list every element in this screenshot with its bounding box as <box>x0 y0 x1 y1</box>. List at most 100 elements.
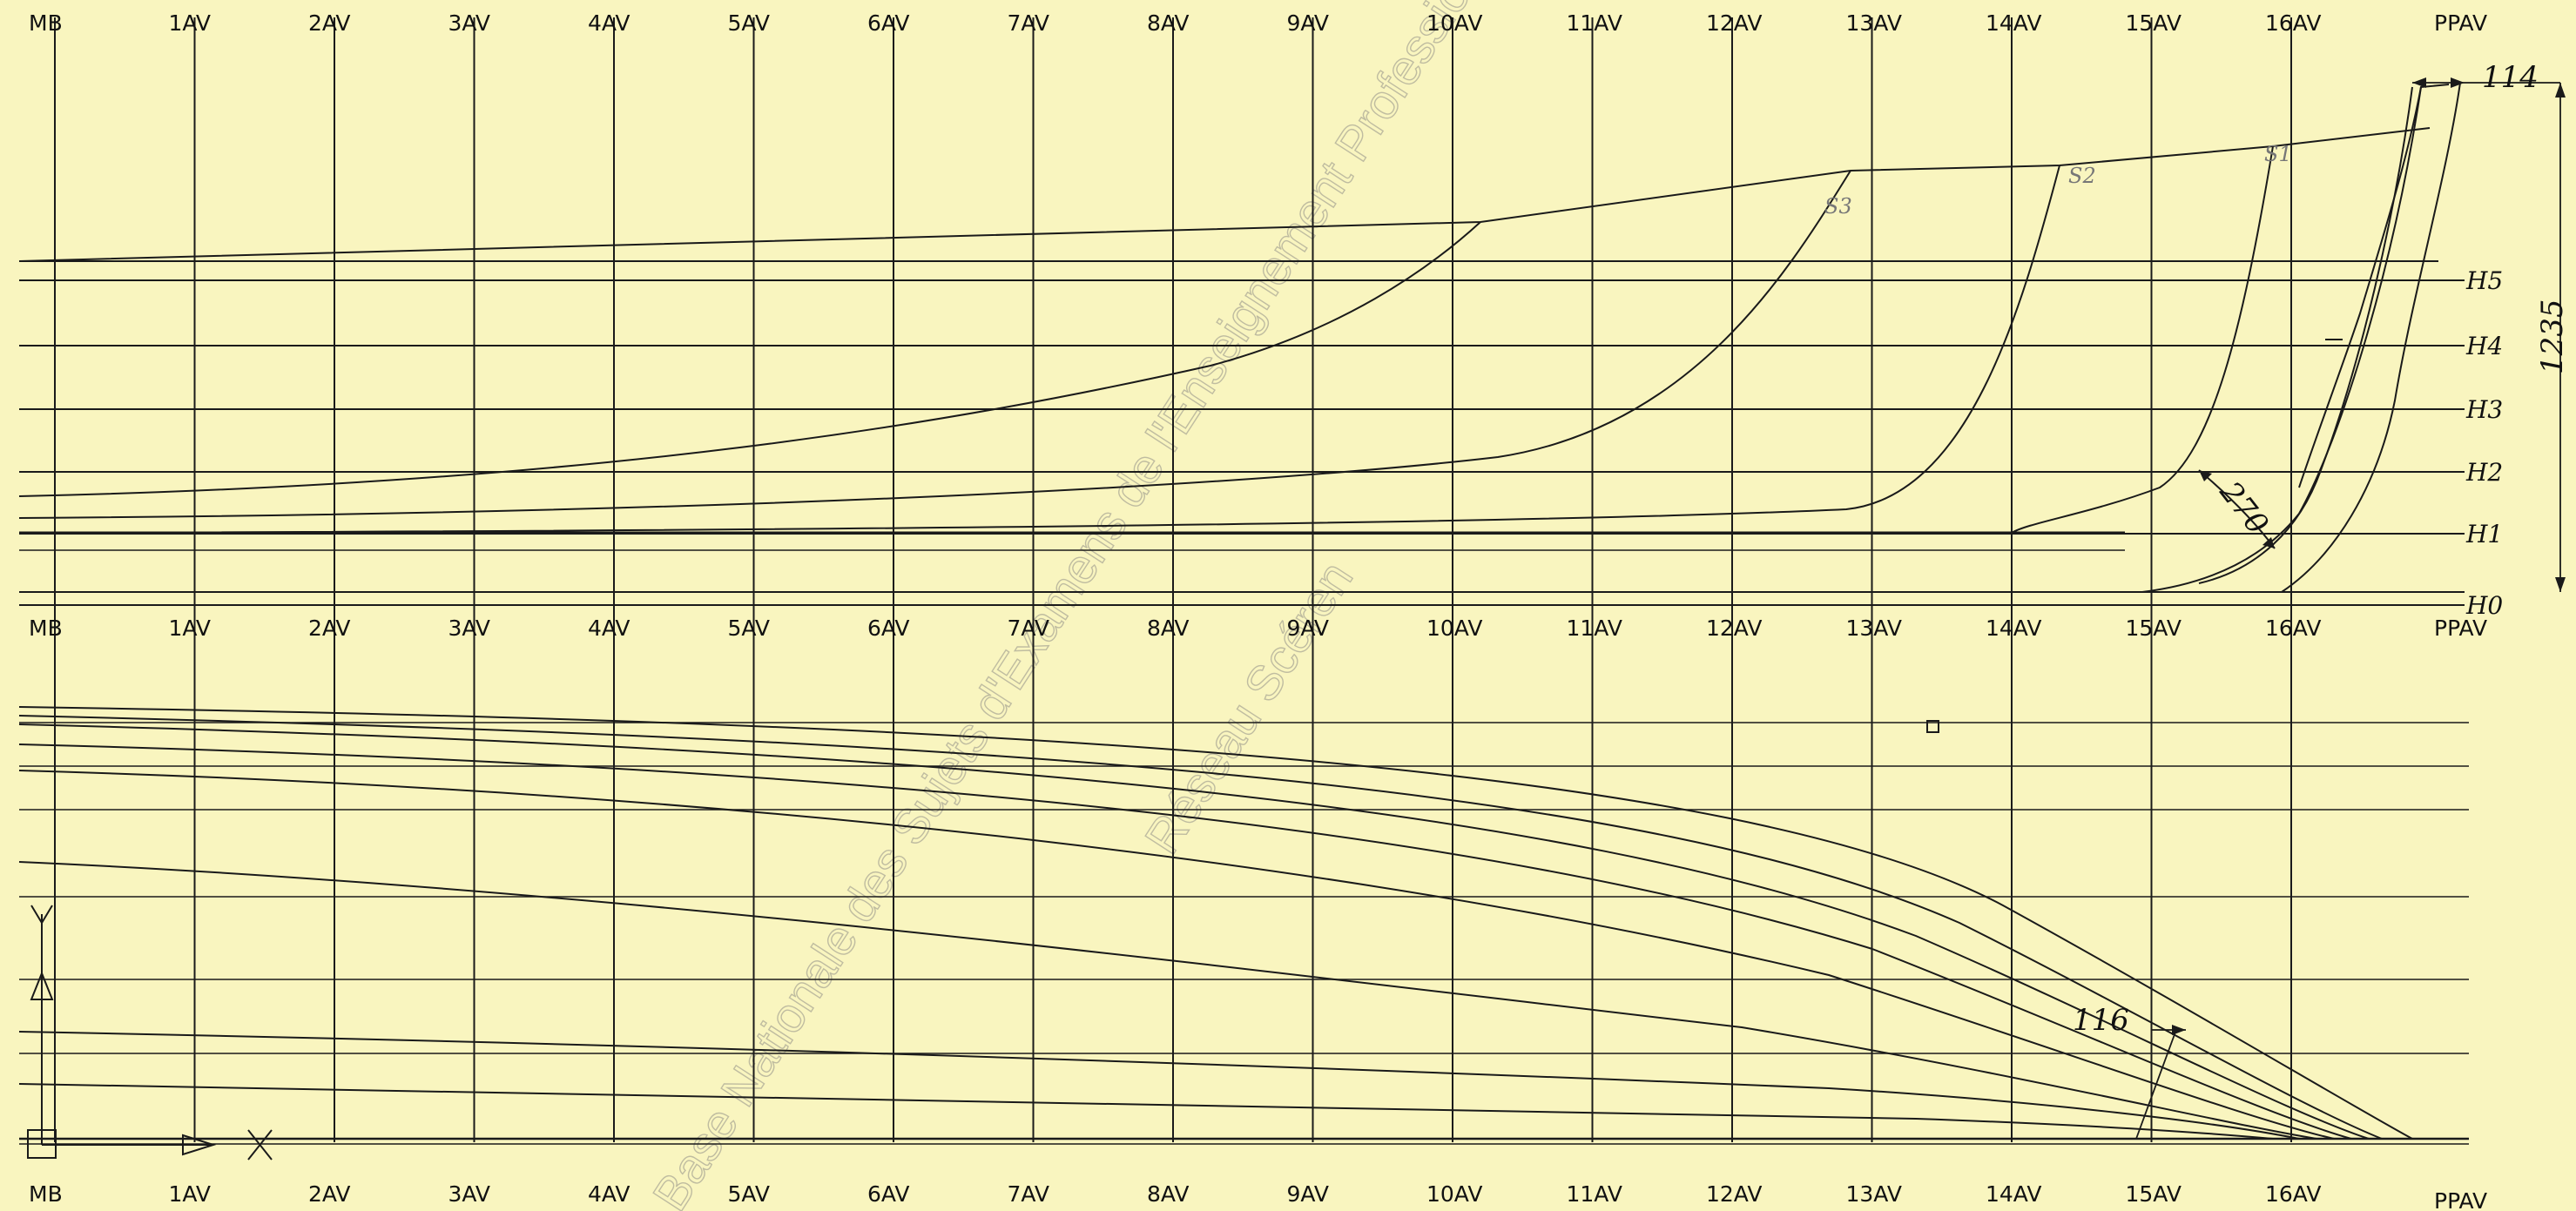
waterline-label-h3: H3 <box>2465 395 2503 424</box>
section-label-s2: S2 <box>2068 164 2096 188</box>
station-label-mid-5av: 5AV <box>728 616 771 641</box>
sheer-line <box>18 127 2431 262</box>
waterline-label-h2: H2 <box>2465 458 2503 487</box>
waterline-label-h0: H0 <box>2465 591 2503 620</box>
dimension-top-offset: 114 <box>2482 60 2539 95</box>
station-label-bottom-9av: 9AV <box>1287 1181 1330 1207</box>
station-label-top-10av: 10AV <box>1426 10 1482 36</box>
station-label-bottom-4av: 4AV <box>588 1181 631 1207</box>
half-breadth-curve-2 <box>18 715 2383 1140</box>
station-label-top-mb: MB <box>29 10 63 36</box>
station-label-mid-14av: 14AV <box>1986 616 2041 641</box>
station-label-top-ppav: PPAV <box>2434 10 2487 36</box>
station-label-top-16av: 16AV <box>2265 10 2321 36</box>
station-label-bottom-3av: 3AV <box>448 1181 491 1207</box>
half-breadth-view <box>18 706 2469 1145</box>
half-breadth-dim-arrow <box>2172 1025 2186 1035</box>
station-label-top-5av: 5AV <box>728 10 771 36</box>
top-offset-arrow-1 <box>2412 77 2426 88</box>
station-label-top-8av: 8AV <box>1147 10 1190 36</box>
half-breadth-curve-3 <box>18 723 2370 1140</box>
waterline-label-h1: H1 <box>2465 520 2503 548</box>
station-label-top-3av: 3AV <box>448 10 491 36</box>
station-label-mid-9av: 9AV <box>1287 616 1330 641</box>
stem-front <box>2281 82 2461 593</box>
station-label-bottom-11av: 11AV <box>1567 1181 1622 1207</box>
station-label-mid-7av: 7AV <box>1008 616 1050 641</box>
station-label-mid-13av: 13AV <box>1846 616 1902 641</box>
station-label-bottom-8av: 8AV <box>1147 1181 1190 1207</box>
station-label-mid-11av: 11AV <box>1567 616 1622 641</box>
station-label-bottom-16av: 16AV <box>2265 1181 2321 1207</box>
section-label-s3: S3 <box>1824 194 1852 219</box>
station-label-mid-15av: 15AV <box>2126 616 2182 641</box>
section-curve-s4 <box>18 221 1481 497</box>
angle-arc-head-2 <box>2262 537 2275 548</box>
station-label-mid-1av: 1AV <box>169 616 212 641</box>
section-curve-s3 <box>18 170 1851 519</box>
station-label-mid-16av: 16AV <box>2265 616 2321 641</box>
station-label-mid-ppav: PPAV <box>2434 616 2487 641</box>
station-label-mid-10av: 10AV <box>1426 616 1482 641</box>
station-label-top-7av: 7AV <box>1008 10 1050 36</box>
half-breadth-dim-line <box>2135 1026 2186 1140</box>
station-label-top-9av: 9AV <box>1287 10 1330 36</box>
station-label-bottom-12av: 12AV <box>1706 1181 1762 1207</box>
half-breadth-curve-6 <box>18 861 2317 1140</box>
half-breadth-curve-4 <box>18 743 2352 1140</box>
half-breadth-curve-7 <box>18 1031 2300 1140</box>
half-breadth-curve-5 <box>18 770 2335 1140</box>
waterline-label-h4: H4 <box>2465 332 2503 360</box>
station-label-top-6av: 6AV <box>867 10 910 36</box>
station-label-bottom-5av: 5AV <box>728 1181 771 1207</box>
half-breadth-curve-1 <box>18 706 2413 1140</box>
labels: MB MB MB 1AV 1AV 1AV 2AV 2AV 2AV 3AV 3AV 3AV 4AV 4AV 4… <box>29 10 2570 1211</box>
dimension-half-breadth-offset: 116 <box>2073 1003 2129 1038</box>
station-label-mid-4av: 4AV <box>588 616 631 641</box>
station-label-bottom-15av: 15AV <box>2126 1181 2182 1207</box>
dimension-angle: 270 <box>2212 474 2275 542</box>
station-label-bottom-14av: 14AV <box>1986 1181 2041 1207</box>
station-label-mid-8av: 8AV <box>1147 616 1190 641</box>
station-label-bottom-mb: MB <box>29 1181 63 1207</box>
station-label-mid-6av: 6AV <box>867 616 910 641</box>
station-label-mid-2av: 2AV <box>308 616 351 641</box>
waterline-label-h5: H5 <box>2465 266 2503 295</box>
angle-arc-head-1 <box>2199 470 2212 481</box>
station-label-mid-3av: 3AV <box>448 616 491 641</box>
profile-view <box>18 77 2566 593</box>
stem-curve-outer <box>2141 86 2422 593</box>
stem-curve <box>2298 84 2450 488</box>
section-label-s1: S1 <box>2264 142 2292 166</box>
half-breadth-curve-8 <box>18 1083 2274 1140</box>
station-label-bottom-13av: 13AV <box>1846 1181 1902 1207</box>
overall-height-arrow-top <box>2555 83 2566 98</box>
section-curve-s1 <box>2011 145 2274 534</box>
station-label-top-14av: 14AV <box>1986 10 2041 36</box>
overall-height-arrow-bottom <box>2555 577 2566 592</box>
station-label-mid-12av: 12AV <box>1706 616 1762 641</box>
station-label-top-12av: 12AV <box>1706 10 1762 36</box>
axis-icon <box>27 905 273 1161</box>
station-label-bottom-ppav: PPAV <box>2434 1188 2487 1211</box>
station-label-top-15av: 15AV <box>2126 10 2182 36</box>
station-label-bottom-2av: 2AV <box>308 1181 351 1207</box>
station-label-top-1av: 1AV <box>169 10 212 36</box>
station-label-top-11av: 11AV <box>1567 10 1622 36</box>
reference-marker <box>1926 720 1939 733</box>
station-label-top-2av: 2AV <box>308 10 351 36</box>
reference-grid <box>19 17 2469 1142</box>
station-label-bottom-6av: 6AV <box>867 1181 910 1207</box>
watermark-line-2: Réseau Scéren <box>1134 551 1363 863</box>
station-label-bottom-1av: 1AV <box>169 1181 212 1207</box>
dimension-overall-height: 1235 <box>2535 299 2570 374</box>
station-label-bottom-7av: 7AV <box>1008 1181 1050 1207</box>
station-label-bottom-10av: 10AV <box>1426 1181 1482 1207</box>
station-label-top-13av: 13AV <box>1846 10 1902 36</box>
station-label-top-4av: 4AV <box>588 10 631 36</box>
angle-arc <box>2198 469 2276 549</box>
top-offset-arrow-2 <box>2451 77 2465 88</box>
station-label-mid-mb: MB <box>29 616 63 641</box>
section-curve-s2 <box>18 165 2060 534</box>
